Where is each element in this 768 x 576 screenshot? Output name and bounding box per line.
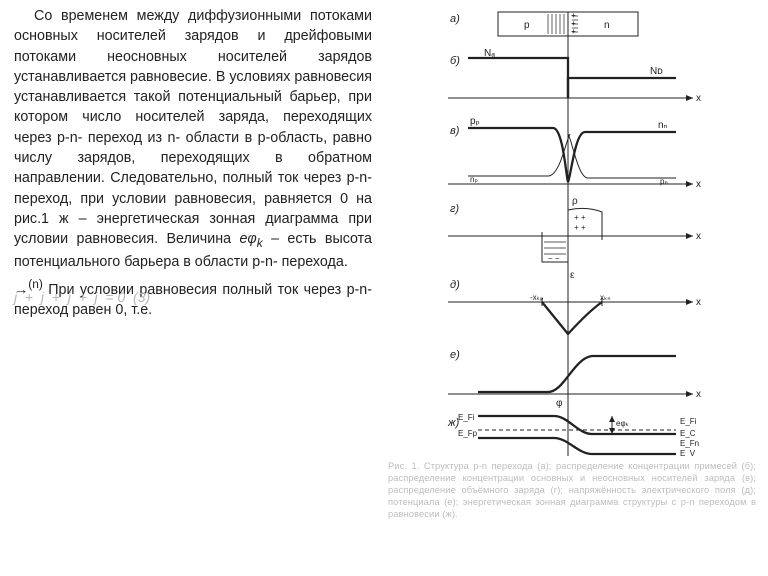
- label-eps: ε: [570, 270, 575, 281]
- svg-text:x: x: [696, 389, 701, 400]
- label-p: p: [524, 20, 530, 31]
- label-EV: E_V: [680, 449, 696, 456]
- panel-tag-g: г): [450, 203, 459, 215]
- svg-text:x: x: [696, 297, 701, 308]
- panel-tag-e: е): [450, 349, 460, 361]
- neg-charge-hatch: − −: [544, 242, 566, 263]
- figure-caption: Рис. 1. Структура p-n перехода (а); расп…: [388, 460, 756, 520]
- label-pp: pₚ: [470, 116, 480, 127]
- label-EFi-left: E_Fi: [458, 413, 475, 422]
- panel-tag-a: а): [450, 13, 460, 25]
- equation-overlay: j + j + j + j = 0 (3): [14, 288, 150, 308]
- pos-charge-hatch: + + + +: [574, 213, 586, 232]
- label-n: n: [604, 20, 610, 31]
- label-Na: Nₐ: [484, 48, 495, 59]
- label-np: nₚ: [470, 175, 478, 184]
- paragraph-2: →(n) При условии равновесия полный ток ч…: [14, 276, 372, 320]
- label-EFn: E_Fn: [680, 439, 699, 448]
- svg-text:x: x: [696, 179, 701, 190]
- label-EFi-right: E_Fi: [680, 417, 697, 426]
- svg-text:− −: − −: [548, 254, 560, 263]
- label-phi: φ: [556, 398, 563, 409]
- figure-svg: а) p n + + + б): [388, 6, 748, 456]
- label-nn: nₙ: [658, 120, 668, 131]
- label-EFp: E_Fp: [458, 429, 478, 438]
- depletion-hatch-a: + + +: [548, 11, 578, 36]
- label-Nd: Nᴅ: [650, 66, 663, 77]
- label-rho: ρ: [572, 196, 578, 207]
- body-text-column: Со временем между диффузионными потоками…: [0, 0, 382, 576]
- axis-x-b: x: [696, 93, 701, 104]
- svg-text:+ +: + +: [574, 223, 586, 232]
- svg-text:+ +: + +: [574, 213, 586, 222]
- paragraph-1: Со временем между диффузионными потоками…: [14, 6, 372, 272]
- figure-column: а) p n + + + б): [382, 0, 768, 576]
- svg-text:+: +: [571, 27, 576, 36]
- panel-tag-d: д): [450, 279, 460, 291]
- label-xkn: -xₖₚ: [530, 293, 544, 302]
- svg-text:x: x: [696, 231, 701, 242]
- label-ephi: eφₖ: [616, 419, 629, 428]
- panel-tag-b: б): [450, 55, 460, 67]
- label-EC: E_C: [680, 429, 696, 438]
- label-pn: pₙ: [660, 177, 668, 186]
- panel-tag-v: в): [450, 125, 460, 137]
